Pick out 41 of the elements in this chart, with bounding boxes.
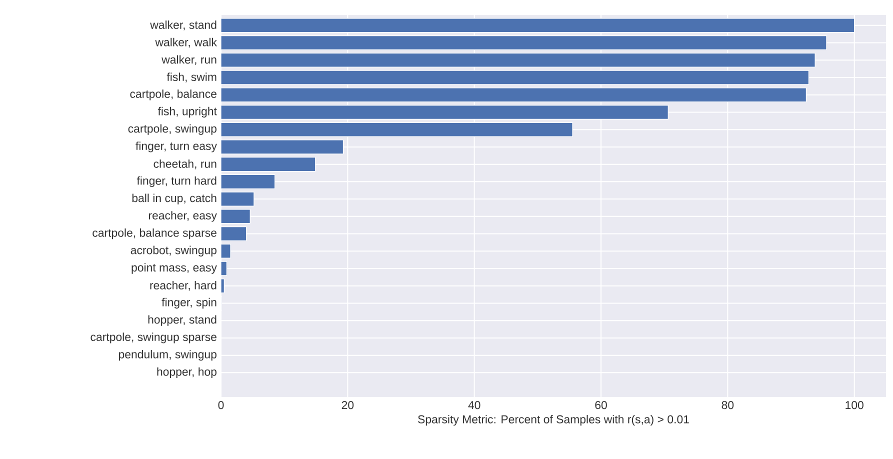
bar xyxy=(221,88,807,102)
y-tick-label: walker, stand xyxy=(150,20,216,30)
y-tick-label: walker, walk xyxy=(155,38,217,48)
y-tick-label: reacher, hard xyxy=(150,280,216,291)
bar xyxy=(221,36,827,50)
bar xyxy=(221,157,316,172)
bar xyxy=(221,104,668,120)
x-axis-title: Sparsity Metric: Percent of Samples with r(s,a) > 0.01 xyxy=(418,414,689,426)
y-tick-label: cartpole, balance xyxy=(130,90,216,100)
y-tick-label: finger, turn hard xyxy=(136,176,216,188)
y-tick-label: cheetah, run xyxy=(154,159,216,170)
y-tick-label: cartpole, swingup sparse xyxy=(90,332,216,344)
x-tick-label: 60 xyxy=(595,401,607,410)
bar xyxy=(221,122,573,137)
y-tick-label: reacher, easy xyxy=(148,211,217,222)
y-tick-label: hopper, hop xyxy=(157,367,216,378)
x-tick-label: 20 xyxy=(342,401,354,410)
y-tick-label: finger, spin xyxy=(162,298,216,309)
y-tick-label: ball in cup, catch xyxy=(132,194,216,204)
x-tick-label: 0 xyxy=(218,401,224,410)
y-tick-label: acrobot, swingup xyxy=(130,246,216,256)
bar xyxy=(221,192,254,206)
bar xyxy=(221,226,247,242)
y-tick-label: point mass, easy xyxy=(132,263,217,274)
y-tick-label: cartpole, balance sparse xyxy=(92,228,216,240)
y-tick-label: pendulum, swingup xyxy=(119,350,216,361)
y-tick-label: fish, upright xyxy=(158,106,217,118)
bar xyxy=(221,209,250,224)
y-tick-label: cartpole, swingup xyxy=(128,124,216,135)
bar xyxy=(221,52,816,68)
y-tick-label: walker, run xyxy=(162,55,216,66)
x-tick-label: 40 xyxy=(468,401,480,410)
bar xyxy=(221,140,344,154)
x-tick-label: 80 xyxy=(722,401,734,410)
y-tick-label: finger, turn easy xyxy=(136,142,217,152)
bar xyxy=(221,70,810,85)
bar xyxy=(221,174,276,189)
y-tick-label: fish, swim xyxy=(166,72,216,82)
x-tick-label: 100 xyxy=(846,401,864,410)
bar xyxy=(221,18,855,33)
y-tick-label: hopper, stand xyxy=(148,315,216,326)
